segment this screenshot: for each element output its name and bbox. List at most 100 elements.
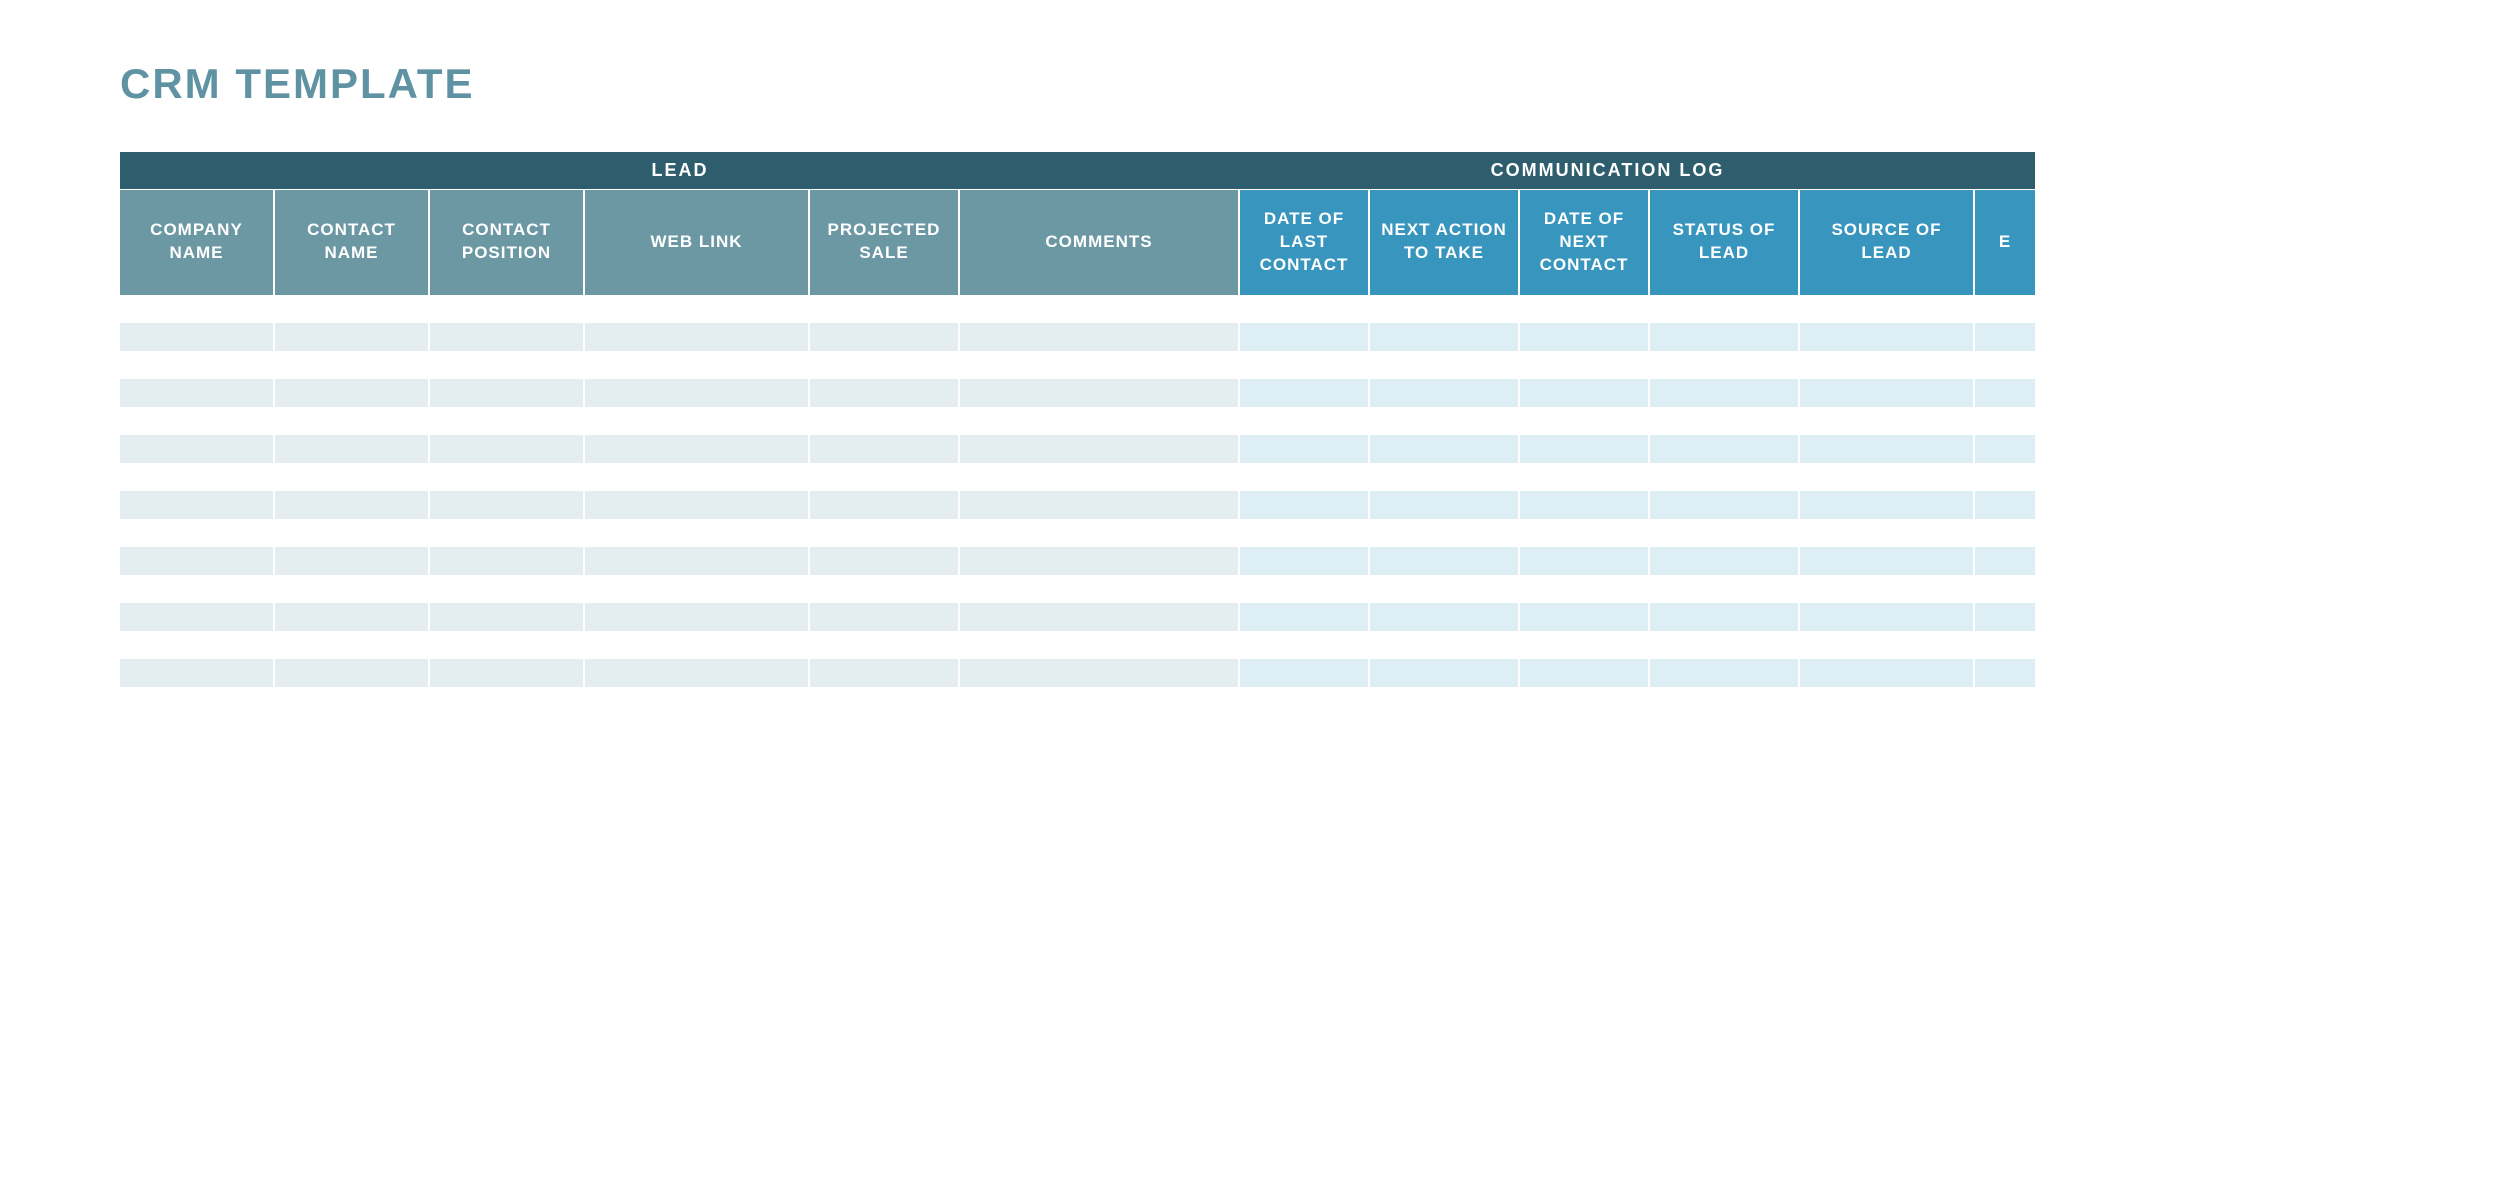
cell-projected_sale[interactable] [810,519,960,547]
cell-company_name[interactable] [120,295,275,323]
cell-source_of_lead[interactable] [1800,295,1975,323]
cell-next_action[interactable] [1370,659,1520,687]
cell-web_link[interactable] [585,351,810,379]
cell-source_of_lead[interactable] [1800,323,1975,351]
cell-web_link[interactable] [585,519,810,547]
cell-source_of_lead[interactable] [1800,407,1975,435]
cell-company_name[interactable] [120,491,275,519]
cell-date_last_contact[interactable] [1240,351,1370,379]
cell-company_name[interactable] [120,519,275,547]
cell-projected_sale[interactable] [810,295,960,323]
cell-contact_name[interactable] [275,295,430,323]
cell-next_action[interactable] [1370,463,1520,491]
cell-contact_position[interactable] [430,463,585,491]
cell-extra_cutoff[interactable] [1975,491,2035,519]
cell-date_last_contact[interactable] [1240,575,1370,603]
cell-extra_cutoff[interactable] [1975,575,2035,603]
cell-source_of_lead[interactable] [1800,547,1975,575]
cell-comments[interactable] [960,323,1240,351]
cell-comments[interactable] [960,575,1240,603]
cell-date_last_contact[interactable] [1240,659,1370,687]
cell-status_of_lead[interactable] [1650,575,1800,603]
cell-next_action[interactable] [1370,519,1520,547]
cell-next_action[interactable] [1370,323,1520,351]
cell-web_link[interactable] [585,407,810,435]
cell-contact_position[interactable] [430,603,585,631]
cell-company_name[interactable] [120,435,275,463]
cell-date_last_contact[interactable] [1240,519,1370,547]
cell-comments[interactable] [960,659,1240,687]
cell-projected_sale[interactable] [810,547,960,575]
cell-date_last_contact[interactable] [1240,631,1370,659]
cell-contact_position[interactable] [430,379,585,407]
cell-comments[interactable] [960,631,1240,659]
cell-date_next_contact[interactable] [1520,351,1650,379]
cell-web_link[interactable] [585,547,810,575]
cell-date_last_contact[interactable] [1240,491,1370,519]
cell-projected_sale[interactable] [810,491,960,519]
cell-comments[interactable] [960,407,1240,435]
cell-web_link[interactable] [585,295,810,323]
cell-date_next_contact[interactable] [1520,659,1650,687]
cell-date_last_contact[interactable] [1240,547,1370,575]
cell-source_of_lead[interactable] [1800,379,1975,407]
cell-contact_name[interactable] [275,323,430,351]
cell-company_name[interactable] [120,351,275,379]
cell-next_action[interactable] [1370,491,1520,519]
cell-contact_name[interactable] [275,575,430,603]
cell-contact_name[interactable] [275,631,430,659]
cell-source_of_lead[interactable] [1800,659,1975,687]
cell-status_of_lead[interactable] [1650,435,1800,463]
cell-date_next_contact[interactable] [1520,407,1650,435]
cell-company_name[interactable] [120,379,275,407]
cell-contact_name[interactable] [275,519,430,547]
cell-contact_name[interactable] [275,659,430,687]
cell-extra_cutoff[interactable] [1975,295,2035,323]
cell-source_of_lead[interactable] [1800,491,1975,519]
cell-contact_position[interactable] [430,547,585,575]
cell-contact_position[interactable] [430,659,585,687]
cell-next_action[interactable] [1370,295,1520,323]
cell-comments[interactable] [960,491,1240,519]
cell-extra_cutoff[interactable] [1975,603,2035,631]
cell-extra_cutoff[interactable] [1975,631,2035,659]
cell-contact_name[interactable] [275,435,430,463]
cell-contact_name[interactable] [275,379,430,407]
cell-web_link[interactable] [585,463,810,491]
cell-extra_cutoff[interactable] [1975,351,2035,379]
cell-extra_cutoff[interactable] [1975,435,2035,463]
cell-next_action[interactable] [1370,631,1520,659]
cell-status_of_lead[interactable] [1650,603,1800,631]
cell-contact_name[interactable] [275,351,430,379]
cell-date_next_contact[interactable] [1520,491,1650,519]
cell-date_last_contact[interactable] [1240,295,1370,323]
cell-contact_position[interactable] [430,351,585,379]
cell-status_of_lead[interactable] [1650,631,1800,659]
cell-web_link[interactable] [585,659,810,687]
cell-next_action[interactable] [1370,435,1520,463]
cell-company_name[interactable] [120,547,275,575]
cell-company_name[interactable] [120,463,275,491]
cell-contact_position[interactable] [430,491,585,519]
cell-extra_cutoff[interactable] [1975,519,2035,547]
cell-status_of_lead[interactable] [1650,407,1800,435]
cell-comments[interactable] [960,519,1240,547]
cell-company_name[interactable] [120,631,275,659]
cell-company_name[interactable] [120,323,275,351]
cell-extra_cutoff[interactable] [1975,659,2035,687]
cell-projected_sale[interactable] [810,379,960,407]
cell-contact_position[interactable] [430,323,585,351]
cell-next_action[interactable] [1370,379,1520,407]
cell-contact_position[interactable] [430,519,585,547]
cell-status_of_lead[interactable] [1650,547,1800,575]
cell-date_next_contact[interactable] [1520,323,1650,351]
cell-contact_name[interactable] [275,491,430,519]
cell-contact_name[interactable] [275,407,430,435]
cell-contact_position[interactable] [430,435,585,463]
cell-contact_position[interactable] [430,407,585,435]
cell-contact_name[interactable] [275,463,430,491]
cell-comments[interactable] [960,547,1240,575]
cell-date_next_contact[interactable] [1520,603,1650,631]
cell-date_last_contact[interactable] [1240,435,1370,463]
cell-next_action[interactable] [1370,547,1520,575]
